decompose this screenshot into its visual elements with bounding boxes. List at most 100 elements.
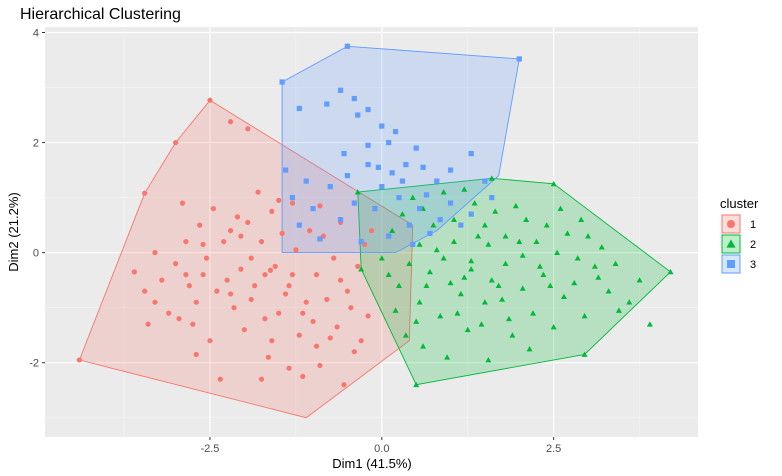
cluster-1-point <box>300 310 306 316</box>
cluster-2-point <box>564 230 571 236</box>
cluster-1-point <box>248 296 254 303</box>
cluster-1-point <box>159 277 165 283</box>
cluster-2-point <box>378 255 385 261</box>
cluster-2-point <box>554 249 561 256</box>
cluster-1-point <box>310 318 316 325</box>
cluster-1-point <box>351 349 357 355</box>
cluster-1-point <box>279 230 285 236</box>
cluster-points <box>76 43 674 388</box>
cluster-1-point <box>173 139 179 146</box>
cluster-2-point <box>536 263 543 269</box>
cluster-2-point <box>530 310 537 316</box>
cluster-3-point <box>417 206 423 212</box>
cluster-1-point <box>186 283 192 289</box>
cluster-1-point <box>183 272 189 278</box>
cluster-1-point <box>331 255 337 261</box>
cluster-2-point <box>440 255 447 261</box>
cluster-2-point <box>457 290 464 297</box>
cluster-2-point <box>595 274 602 280</box>
legend-triangle-icon <box>726 239 736 248</box>
cluster-2-point <box>581 351 588 357</box>
legend-label: 1 <box>750 219 756 231</box>
cluster-2-point <box>547 282 554 289</box>
cluster-1-point <box>142 190 148 196</box>
cluster-3-point <box>437 217 443 223</box>
cluster-2-point <box>481 299 488 305</box>
cluster-3-points <box>279 43 522 247</box>
cluster-3-point <box>434 178 440 184</box>
cluster-1-point <box>313 272 320 278</box>
cluster-3-point <box>344 43 351 49</box>
cluster-1-point <box>173 261 179 267</box>
y-tick-label: -2 <box>29 358 39 370</box>
cluster-3-point <box>337 87 344 93</box>
cluster-1-point <box>317 362 323 369</box>
cluster-3-point <box>482 178 488 184</box>
cluster-1-point <box>252 283 258 289</box>
cluster-3-point <box>344 172 351 179</box>
cluster-2-point <box>468 266 475 272</box>
cluster-1-point <box>327 335 333 341</box>
cluster-3-point <box>365 142 371 148</box>
cluster-1-point <box>267 267 274 273</box>
cluster-1-point <box>183 239 189 245</box>
cluster-2-point <box>571 279 578 286</box>
cluster-2-point <box>433 246 440 253</box>
cluster-3-point <box>427 230 433 236</box>
cluster-1-point <box>313 343 320 349</box>
cluster-2-point <box>550 180 557 187</box>
cluster-1-point <box>269 208 275 214</box>
cluster-2-point <box>585 233 592 239</box>
legend-circle-icon <box>727 220 735 228</box>
cluster-2-point <box>385 271 392 278</box>
cluster-2-point <box>402 332 409 338</box>
cluster-3-point <box>282 167 289 173</box>
cluster-2-point <box>667 268 674 275</box>
cluster-1-point <box>152 299 158 305</box>
cluster-3-point <box>375 164 381 170</box>
x-axis-title: Dim1 (41.5%) <box>332 456 411 471</box>
cluster-2-point <box>516 238 523 245</box>
cluster-2-point <box>557 205 564 212</box>
cluster-1-point <box>231 305 237 311</box>
cluster-2-point <box>505 315 512 322</box>
cluster-1-point <box>269 338 275 344</box>
cluster-2-point <box>519 285 526 291</box>
cluster-1-point <box>358 338 364 344</box>
cluster-1-point <box>289 272 296 278</box>
cluster-2-point <box>485 241 492 247</box>
cluster-3-point <box>365 161 371 168</box>
cluster-3-point <box>447 200 454 206</box>
cluster-2-point <box>502 260 509 267</box>
cluster-2-point <box>396 282 402 289</box>
cluster-1-point <box>272 263 278 269</box>
cluster-3-point <box>341 150 347 157</box>
cluster-3-point <box>379 123 385 129</box>
cluster-1-point <box>245 219 251 225</box>
cluster-3-point <box>289 195 296 201</box>
cluster-1-point <box>238 233 244 239</box>
cluster-1-point <box>197 222 203 228</box>
cluster-2-point <box>475 233 482 239</box>
cluster-2-point <box>626 299 633 305</box>
cluster-3-point <box>337 217 344 223</box>
cluster-1-point <box>368 228 375 234</box>
cluster-2-point <box>492 208 499 214</box>
cluster-2-point <box>450 216 457 223</box>
axis-ticks: -2.5 0.0 2.5 -2 0 2 4 <box>29 28 561 455</box>
cluster-2-point <box>543 222 550 228</box>
cluster-2-point <box>519 252 526 258</box>
cluster-3-point <box>468 150 474 157</box>
cluster-2-point <box>444 354 451 360</box>
cluster-3-point <box>403 161 409 168</box>
cluster-3-point <box>392 128 399 135</box>
cluster-1-point <box>344 288 351 294</box>
cluster-1-point <box>176 316 182 322</box>
cluster-2-point <box>426 268 433 275</box>
cluster-2-point <box>413 318 420 324</box>
y-tick-label: 4 <box>33 28 39 40</box>
cluster-1-point <box>210 206 217 212</box>
cluster-2-point <box>406 260 413 267</box>
cluster-2-point <box>499 296 506 302</box>
chart-title: Hierarchical Clustering <box>20 6 181 23</box>
